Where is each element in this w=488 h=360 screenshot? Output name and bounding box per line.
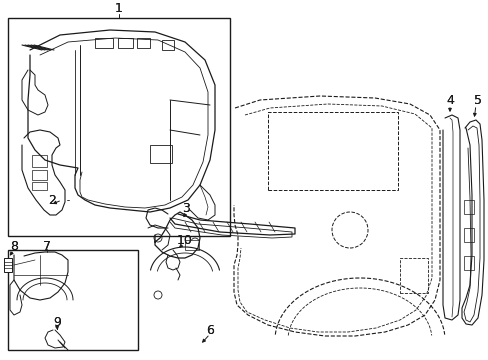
Bar: [8, 250, 138, 350]
Text: 10: 10: [177, 234, 193, 247]
Bar: [32, 170, 47, 180]
Text: 9: 9: [53, 315, 61, 328]
Text: 6: 6: [205, 324, 214, 337]
Text: 10: 10: [177, 234, 193, 247]
Text: 6: 6: [205, 324, 214, 337]
Text: 8: 8: [10, 240, 18, 253]
Bar: [267, 112, 397, 190]
Text: 4: 4: [445, 94, 453, 107]
Text: 1: 1: [115, 3, 122, 15]
Text: 5: 5: [473, 94, 481, 107]
Text: 1: 1: [115, 3, 122, 15]
Bar: [463, 228, 473, 242]
Text: 2: 2: [48, 194, 56, 207]
Bar: [463, 256, 473, 270]
Bar: [32, 182, 47, 190]
Text: 7: 7: [43, 239, 51, 252]
Bar: [32, 155, 47, 167]
Text: 5: 5: [473, 94, 481, 107]
Text: 3: 3: [182, 202, 189, 215]
Bar: [162, 40, 174, 50]
Text: 8: 8: [10, 240, 18, 253]
Bar: [150, 145, 172, 163]
Text: 2: 2: [48, 194, 56, 207]
Text: 3: 3: [182, 202, 189, 215]
Text: 4: 4: [445, 94, 453, 107]
Bar: [399, 258, 427, 293]
Bar: [184, 240, 199, 250]
Bar: [118, 38, 133, 48]
Bar: [8, 18, 229, 236]
Bar: [95, 38, 113, 48]
Bar: [137, 38, 150, 48]
Text: 9: 9: [53, 315, 61, 328]
Text: 7: 7: [43, 239, 51, 252]
Bar: [463, 200, 473, 214]
Bar: [4, 258, 12, 272]
